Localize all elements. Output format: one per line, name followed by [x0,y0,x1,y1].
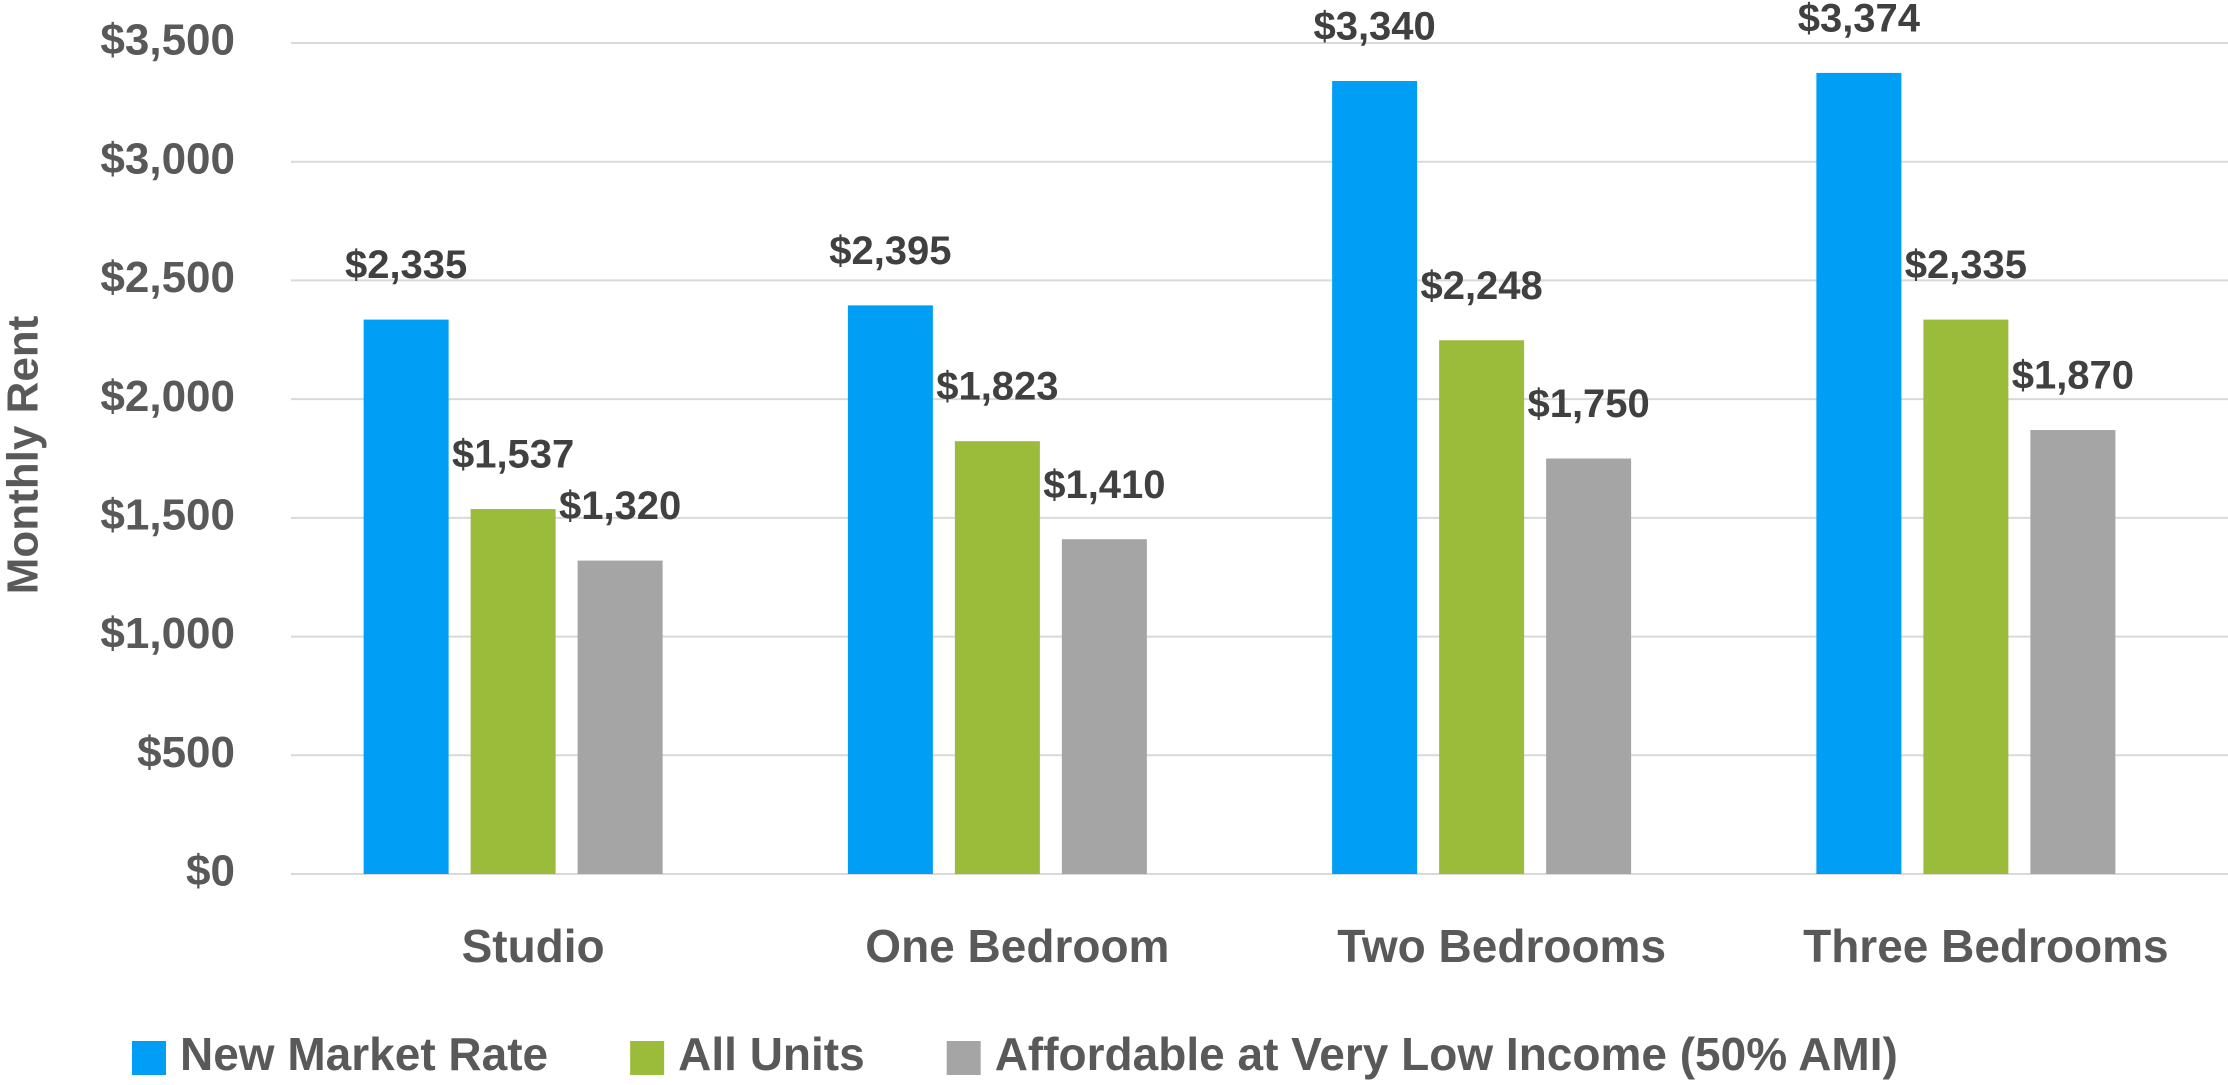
bar [2030,430,2116,874]
y-tick-label: $1,500 [100,490,235,539]
legend-swatch [630,1041,665,1075]
value-label: $1,750 [1527,382,1649,426]
bar [1061,539,1147,874]
bar [1816,72,1902,874]
value-label: $3,374 [1798,0,1921,40]
value-label: $1,320 [559,484,681,528]
legend-label: Affordable at Very Low Income (50% AMI) [995,1028,1898,1080]
y-axis-title: Monthly Rent [0,315,48,594]
bar [470,509,556,874]
bar [363,319,449,875]
bar [1546,458,1632,874]
value-label: $2,335 [345,243,467,287]
bar [1332,80,1418,874]
y-tick-label: $2,500 [100,253,235,302]
legend-swatch [132,1041,166,1075]
legend-swatch [946,1041,981,1075]
y-tick-label: $2,000 [100,372,235,421]
value-label: $3,340 [1313,5,1435,49]
value-label: $1,823 [936,365,1058,409]
y-tick-label: $1,000 [100,609,235,658]
value-label: $1,410 [1043,463,1165,507]
y-tick-label: $3,500 [100,16,235,65]
bar [577,560,663,874]
value-label: $2,395 [829,229,951,273]
bar [954,441,1040,874]
bar [847,305,933,874]
bar [1923,319,2009,875]
value-label: $2,248 [1420,264,1542,308]
y-tick-label: $3,000 [100,134,235,183]
x-tick-label: Studio [462,920,605,972]
bar [1439,340,1525,874]
legend-label: All Units [678,1028,865,1080]
x-tick-label: Two Bedrooms [1337,920,1666,972]
x-tick-label: One Bedroom [865,920,1169,972]
value-label: $1,537 [452,433,574,477]
y-tick-label: $500 [137,728,235,777]
value-label: $2,335 [1905,243,2027,287]
legend-label: New Market Rate [180,1028,548,1080]
y-tick-label: $0 [186,847,235,896]
value-label: $1,870 [2012,354,2134,398]
x-tick-label: Three Bedrooms [1803,920,2169,972]
